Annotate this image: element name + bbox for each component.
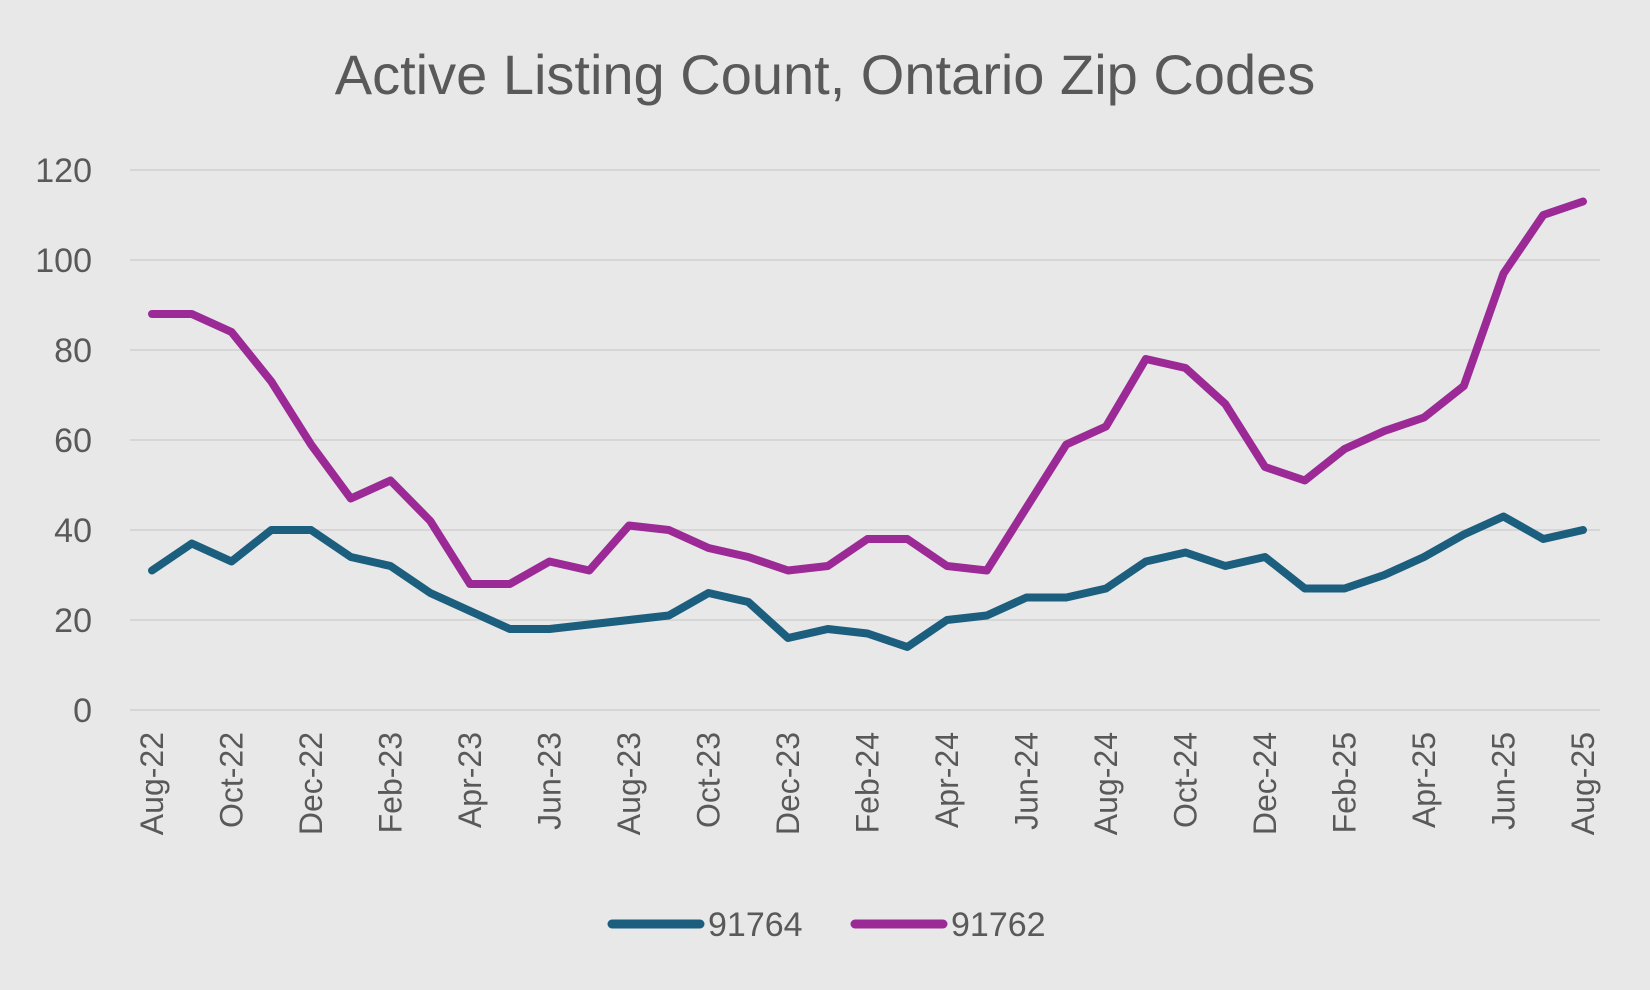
x-tick-label: Oct-23 [691,732,727,828]
x-tick-label: Jun-25 [1486,732,1522,830]
y-tick-label: 0 [73,692,92,730]
x-axis-ticks: Aug-22 Oct-22 Dec-22 Feb-23 Apr-23 Jun-23 Aug-… [134,732,1601,835]
x-tick-label: Apr-24 [929,732,965,828]
y-axis-ticks: 0 20 40 60 80 100 120 [35,152,92,730]
legend: 91764 91762 [607,906,1046,944]
x-tick-label: Dec-23 [770,732,806,835]
series-line-91762 [148,197,1587,588]
gridlines [130,169,1600,711]
x-tick-label: Dec-22 [293,732,329,835]
x-tick-label: Feb-23 [373,732,409,833]
x-tick-label: Apr-25 [1406,732,1442,828]
x-tick-label: Jun-24 [1009,732,1045,830]
series-line-91764 [148,512,1587,651]
y-tick-label: 80 [54,332,92,370]
x-tick-label: Apr-23 [452,732,488,828]
x-tick-label: Dec-24 [1247,732,1283,835]
y-tick-label: 100 [35,242,92,280]
y-tick-label: 20 [54,602,92,640]
x-tick-label: Aug-25 [1565,732,1601,835]
x-tick-label: Aug-22 [134,732,170,835]
x-tick-label: Aug-24 [1088,732,1124,835]
x-tick-label: Oct-22 [214,732,250,828]
x-tick-label: Jun-23 [532,732,568,830]
x-tick-label: Oct-24 [1168,732,1204,828]
legend-label-91762: 91762 [951,906,1046,944]
x-tick-label: Feb-25 [1327,732,1363,833]
y-tick-label: 40 [54,512,92,550]
y-tick-label: 60 [54,422,92,460]
chart-title: Active Listing Count, Ontario Zip Codes [335,43,1315,106]
y-tick-label: 120 [35,152,92,190]
series-lines [148,197,1587,651]
legend-label-91764: 91764 [708,906,803,944]
x-tick-label: Feb-24 [850,732,886,833]
x-tick-label: Aug-23 [611,732,647,835]
